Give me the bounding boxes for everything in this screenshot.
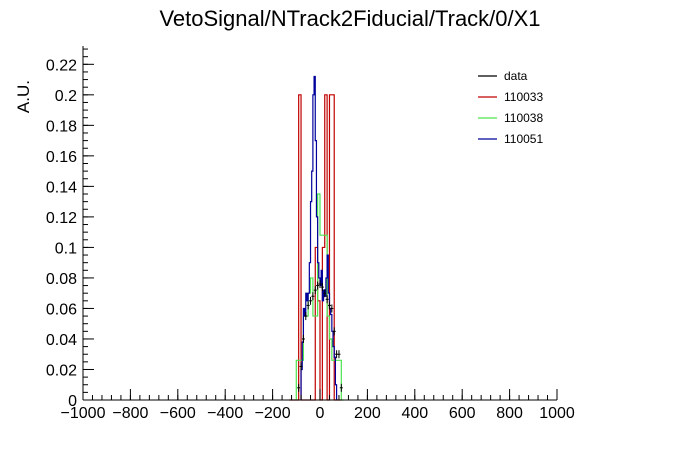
data-point (320, 283, 324, 292)
data-point (337, 350, 341, 359)
legend-label: 110033 (504, 90, 543, 104)
x-tick-label: 800 (496, 405, 523, 422)
y-tick-label: 0.12 (46, 210, 77, 227)
data-point (313, 286, 317, 295)
legend-entry: 110038 (478, 111, 543, 125)
y-axis-title: A.U. (14, 80, 33, 113)
data-point (306, 301, 310, 310)
data-point (304, 312, 308, 321)
y-tick-label: 0 (68, 393, 77, 410)
data-point (332, 327, 336, 336)
data-point (323, 289, 327, 298)
data-point (299, 362, 303, 371)
x-tick-label: 400 (401, 405, 428, 422)
legend-entry: data (478, 69, 528, 83)
y-tick-label: 0.1 (55, 240, 77, 257)
x-tick-label: −600 (160, 405, 196, 422)
data-point (325, 295, 329, 304)
data-point (327, 301, 331, 310)
legend-label: data (504, 69, 528, 83)
x-tick-label: −400 (207, 405, 243, 422)
y-tick-label: 0.14 (46, 179, 77, 196)
y-tick-label: 0.2 (55, 88, 77, 105)
legend-entry: 110051 (478, 132, 543, 146)
x-tick-label: 600 (449, 405, 476, 422)
data-point (309, 296, 313, 305)
x-tick-label: −200 (255, 405, 291, 422)
series-110051-line (300, 75, 338, 400)
y-tick-label: 0.04 (46, 332, 77, 349)
x-tick-label: 0 (316, 405, 325, 422)
histogram-series-group (289, 75, 344, 401)
y-tick-label: 0.16 (46, 149, 77, 166)
data-point (318, 280, 322, 289)
legend-label: 110051 (504, 132, 543, 146)
x-tick-label: −800 (112, 405, 148, 422)
data-point (316, 281, 320, 290)
x-tick-label: 200 (354, 405, 381, 422)
y-tick-label: 0.18 (46, 118, 77, 135)
chart-title: VetoSignal/NTrack2Fiducial/Track/0/X1 (159, 6, 540, 31)
legend: data 110033 110038 110051 (478, 69, 543, 146)
y-tick-label: 0.08 (46, 271, 77, 288)
y-tick-label: 0.02 (46, 362, 77, 379)
y-tick-label: 0.22 (46, 57, 77, 74)
legend-label: 110038 (504, 111, 543, 125)
axes: −1000 −800 −600 −400 −200 0 200 400 600 800 1000 0 0… (46, 46, 575, 422)
x-tick-label: 1000 (539, 405, 575, 422)
legend-entry: 110033 (478, 90, 543, 104)
data-point (301, 334, 305, 343)
data-point (339, 383, 343, 392)
data-point (311, 292, 315, 301)
x-tick-label: −1000 (61, 405, 106, 422)
data-point (297, 383, 301, 392)
data-point (330, 304, 334, 313)
y-tick-label: 0.06 (46, 301, 77, 318)
